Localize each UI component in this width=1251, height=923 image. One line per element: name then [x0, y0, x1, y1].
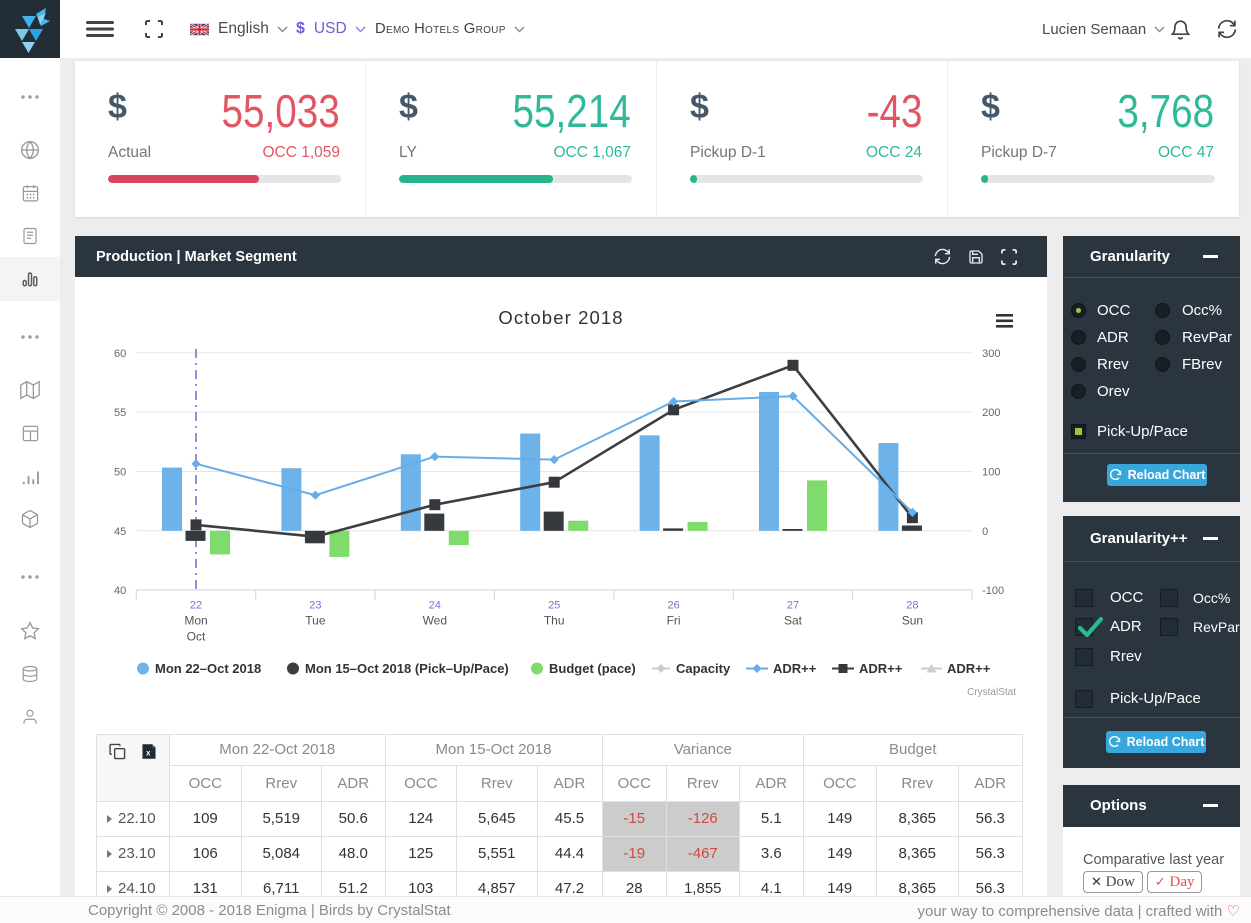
- svg-text:Oct: Oct: [187, 630, 206, 644]
- svg-text:Thu: Thu: [544, 614, 565, 628]
- svg-text:60: 60: [114, 348, 126, 360]
- svg-text:Sun: Sun: [902, 614, 923, 628]
- svg-text:55: 55: [114, 407, 126, 419]
- svg-text:Sat: Sat: [784, 614, 803, 628]
- svg-text:26: 26: [667, 600, 679, 612]
- svg-text:Budget (pace): Budget (pace): [549, 661, 636, 676]
- svg-text:25: 25: [548, 600, 560, 612]
- svg-text:x: x: [146, 748, 151, 757]
- svg-text:23: 23: [309, 600, 321, 612]
- svg-text:24: 24: [429, 600, 441, 612]
- svg-text:27: 27: [787, 600, 799, 612]
- svg-text:Wed: Wed: [423, 614, 447, 628]
- svg-text:50: 50: [114, 467, 126, 479]
- svg-text:22: 22: [190, 600, 202, 612]
- svg-text:ADR++: ADR++: [947, 661, 991, 676]
- svg-text:ADR++: ADR++: [859, 661, 903, 676]
- svg-text:ADR++: ADR++: [773, 661, 817, 676]
- svg-text:Tue: Tue: [305, 614, 326, 628]
- svg-text:28: 28: [906, 600, 918, 612]
- svg-text:October 2018: October 2018: [498, 307, 623, 328]
- svg-text:CrystalStat: CrystalStat: [967, 687, 1016, 698]
- svg-text:100: 100: [982, 467, 1000, 479]
- svg-text:40: 40: [114, 585, 126, 597]
- svg-text:300: 300: [982, 348, 1000, 360]
- svg-text:Mon 15–Oct 2018 (Pick–Up/Pace): Mon 15–Oct 2018 (Pick–Up/Pace): [305, 661, 509, 676]
- svg-text:-100: -100: [982, 585, 1004, 597]
- svg-text:Fri: Fri: [667, 614, 681, 628]
- svg-text:Capacity: Capacity: [676, 661, 731, 676]
- svg-text:0: 0: [982, 526, 988, 538]
- svg-text:Mon: Mon: [184, 614, 207, 628]
- svg-text:45: 45: [114, 526, 126, 538]
- svg-text:200: 200: [982, 407, 1000, 419]
- svg-text:Mon 22–Oct 2018: Mon 22–Oct 2018: [155, 661, 261, 676]
